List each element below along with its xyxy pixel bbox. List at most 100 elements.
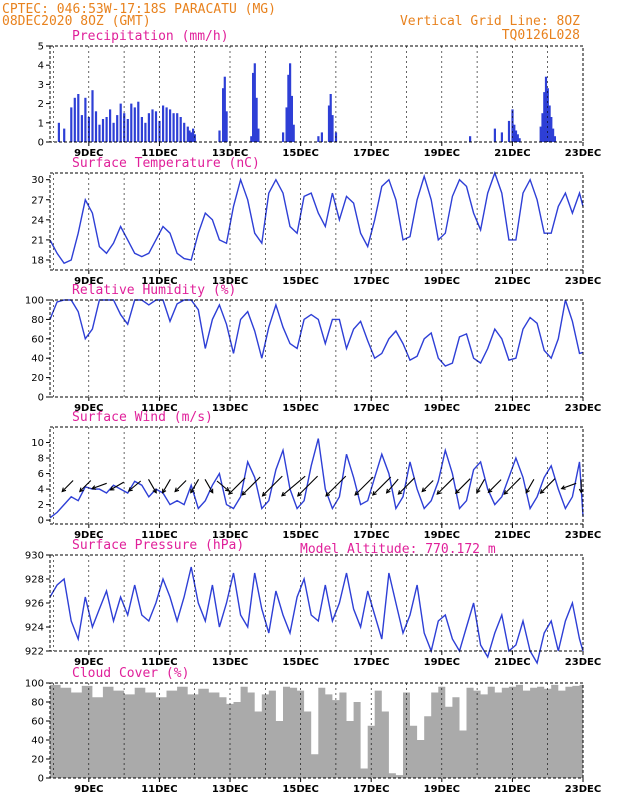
y-tick-label: 922 (25, 647, 44, 658)
wind-arrow (488, 479, 502, 493)
precip-bar (133, 107, 136, 142)
wind-arrow-head (487, 488, 493, 494)
wind-arrow (216, 480, 230, 492)
x-tick-label: 15DEC (282, 657, 318, 668)
wind-arrow (476, 479, 485, 493)
precip-bar (176, 113, 179, 142)
precip-bar (80, 115, 83, 142)
x-tick-label: 23DEC (565, 657, 601, 668)
precip-bar (550, 117, 553, 142)
header-code: TQ0126L028 (502, 28, 580, 43)
x-tick-label: 9DEC (74, 276, 103, 287)
precip-bar (223, 76, 226, 142)
wind-arrow (525, 479, 535, 493)
precip-bar (73, 97, 76, 142)
wind-arrow (61, 480, 74, 492)
wind-arrow-head (325, 491, 331, 497)
x-tick-label: 13DEC (212, 784, 248, 795)
precip-bar (493, 128, 496, 142)
precip-bar (70, 107, 73, 142)
wind-arrow (455, 478, 471, 494)
x-tick-label: 21DEC (494, 403, 530, 414)
wind-arrow-head (560, 485, 566, 490)
y-tick-label: 3 (38, 80, 44, 91)
precip-bar (225, 111, 228, 142)
x-tick-label: 19DEC (424, 530, 460, 541)
precip-bar (116, 115, 119, 142)
wind-arrow-head (436, 490, 442, 495)
wind-arrow (297, 475, 318, 497)
precip-bar (511, 109, 514, 142)
precip-bar (469, 136, 472, 142)
precip-bar (186, 126, 189, 142)
precip-bar (287, 74, 290, 142)
x-tick-label: 11DEC (141, 784, 177, 795)
precip-bar (252, 72, 255, 142)
wind-arrow (325, 475, 347, 497)
x-tick-label: 15DEC (282, 276, 318, 287)
precip-bar (190, 132, 193, 142)
precip-bar (112, 122, 115, 142)
wind-arrow-head (162, 488, 167, 494)
wind-arrow-head (209, 488, 214, 494)
precip-bar (289, 63, 292, 142)
precip-bar (250, 136, 253, 142)
wind-arrow-head (296, 491, 302, 497)
wind-arrow (190, 479, 200, 493)
precip-bar (137, 101, 140, 142)
panel-frame (49, 172, 584, 271)
precip-bar (98, 124, 101, 142)
precip-bar (101, 119, 105, 142)
wind-arrow-head (354, 491, 360, 496)
precip-bar (165, 107, 168, 142)
precip-bar (162, 105, 165, 142)
x-tick-label: 13DEC (212, 276, 248, 287)
precip-bar (518, 138, 521, 142)
precip-bar (327, 105, 331, 142)
wind-arrow (386, 478, 399, 494)
y-tick-label: 20 (31, 373, 44, 384)
y-tick-label: 928 (25, 575, 44, 586)
wind-arrow-head (241, 491, 247, 496)
precip-bar (516, 134, 519, 142)
precip-bar (285, 107, 288, 142)
wind-arrow-head (174, 487, 180, 493)
x-tick-label: 21DEC (494, 276, 530, 287)
panel-3: Surface Wind (m/s) 0 2 4 6 8 10 9DEC 11DEC 13DEC 1… (31, 410, 601, 541)
y-tick-label: 10 (31, 438, 44, 449)
wind-arrow (174, 480, 187, 492)
wind-arrow-head (261, 491, 267, 497)
x-tick-label: 19DEC (424, 148, 460, 159)
precip-bar (513, 124, 516, 142)
panel-title: Cloud Cover (%) (72, 666, 189, 681)
x-tick-label: 13DEC (212, 403, 248, 414)
panel-5: Cloud Cover (%) 0 20 40 60 80 100 9DEC 11DEC 13DE… (25, 666, 601, 795)
wind-arrow-head (281, 491, 286, 497)
wind-arrow-head (454, 489, 460, 495)
precip-bar (84, 97, 87, 142)
y-tick-label: 60 (31, 717, 44, 728)
precip-bar (140, 117, 143, 142)
x-tick-label: 17DEC (353, 784, 389, 795)
wind-arrow (204, 479, 214, 493)
y-tick-label: 18 (31, 255, 44, 266)
y-tick-label: 100 (25, 296, 44, 307)
precip-bar (329, 94, 332, 142)
wind-arrow (561, 482, 577, 490)
precip-bar (144, 122, 147, 142)
y-tick-label: 4 (38, 485, 44, 496)
model-altitude: Model Altitude: 770.172 m (300, 542, 496, 557)
header-station: CPTEC: 046:53W-17:18S PARACATU (MG) (2, 2, 276, 17)
wind-arrow (372, 476, 392, 496)
precip-bar (105, 117, 108, 142)
x-tick-label: 23DEC (565, 403, 601, 414)
wind-arrow-head (224, 486, 230, 492)
panel-frame (49, 45, 584, 143)
wind-arrow-head (78, 487, 84, 493)
x-tick-label: 17DEC (353, 403, 389, 414)
wind-arrow (228, 477, 246, 495)
y-tick-label: 27 (31, 195, 44, 206)
series-line (49, 299, 584, 367)
precip-bar (179, 117, 182, 142)
